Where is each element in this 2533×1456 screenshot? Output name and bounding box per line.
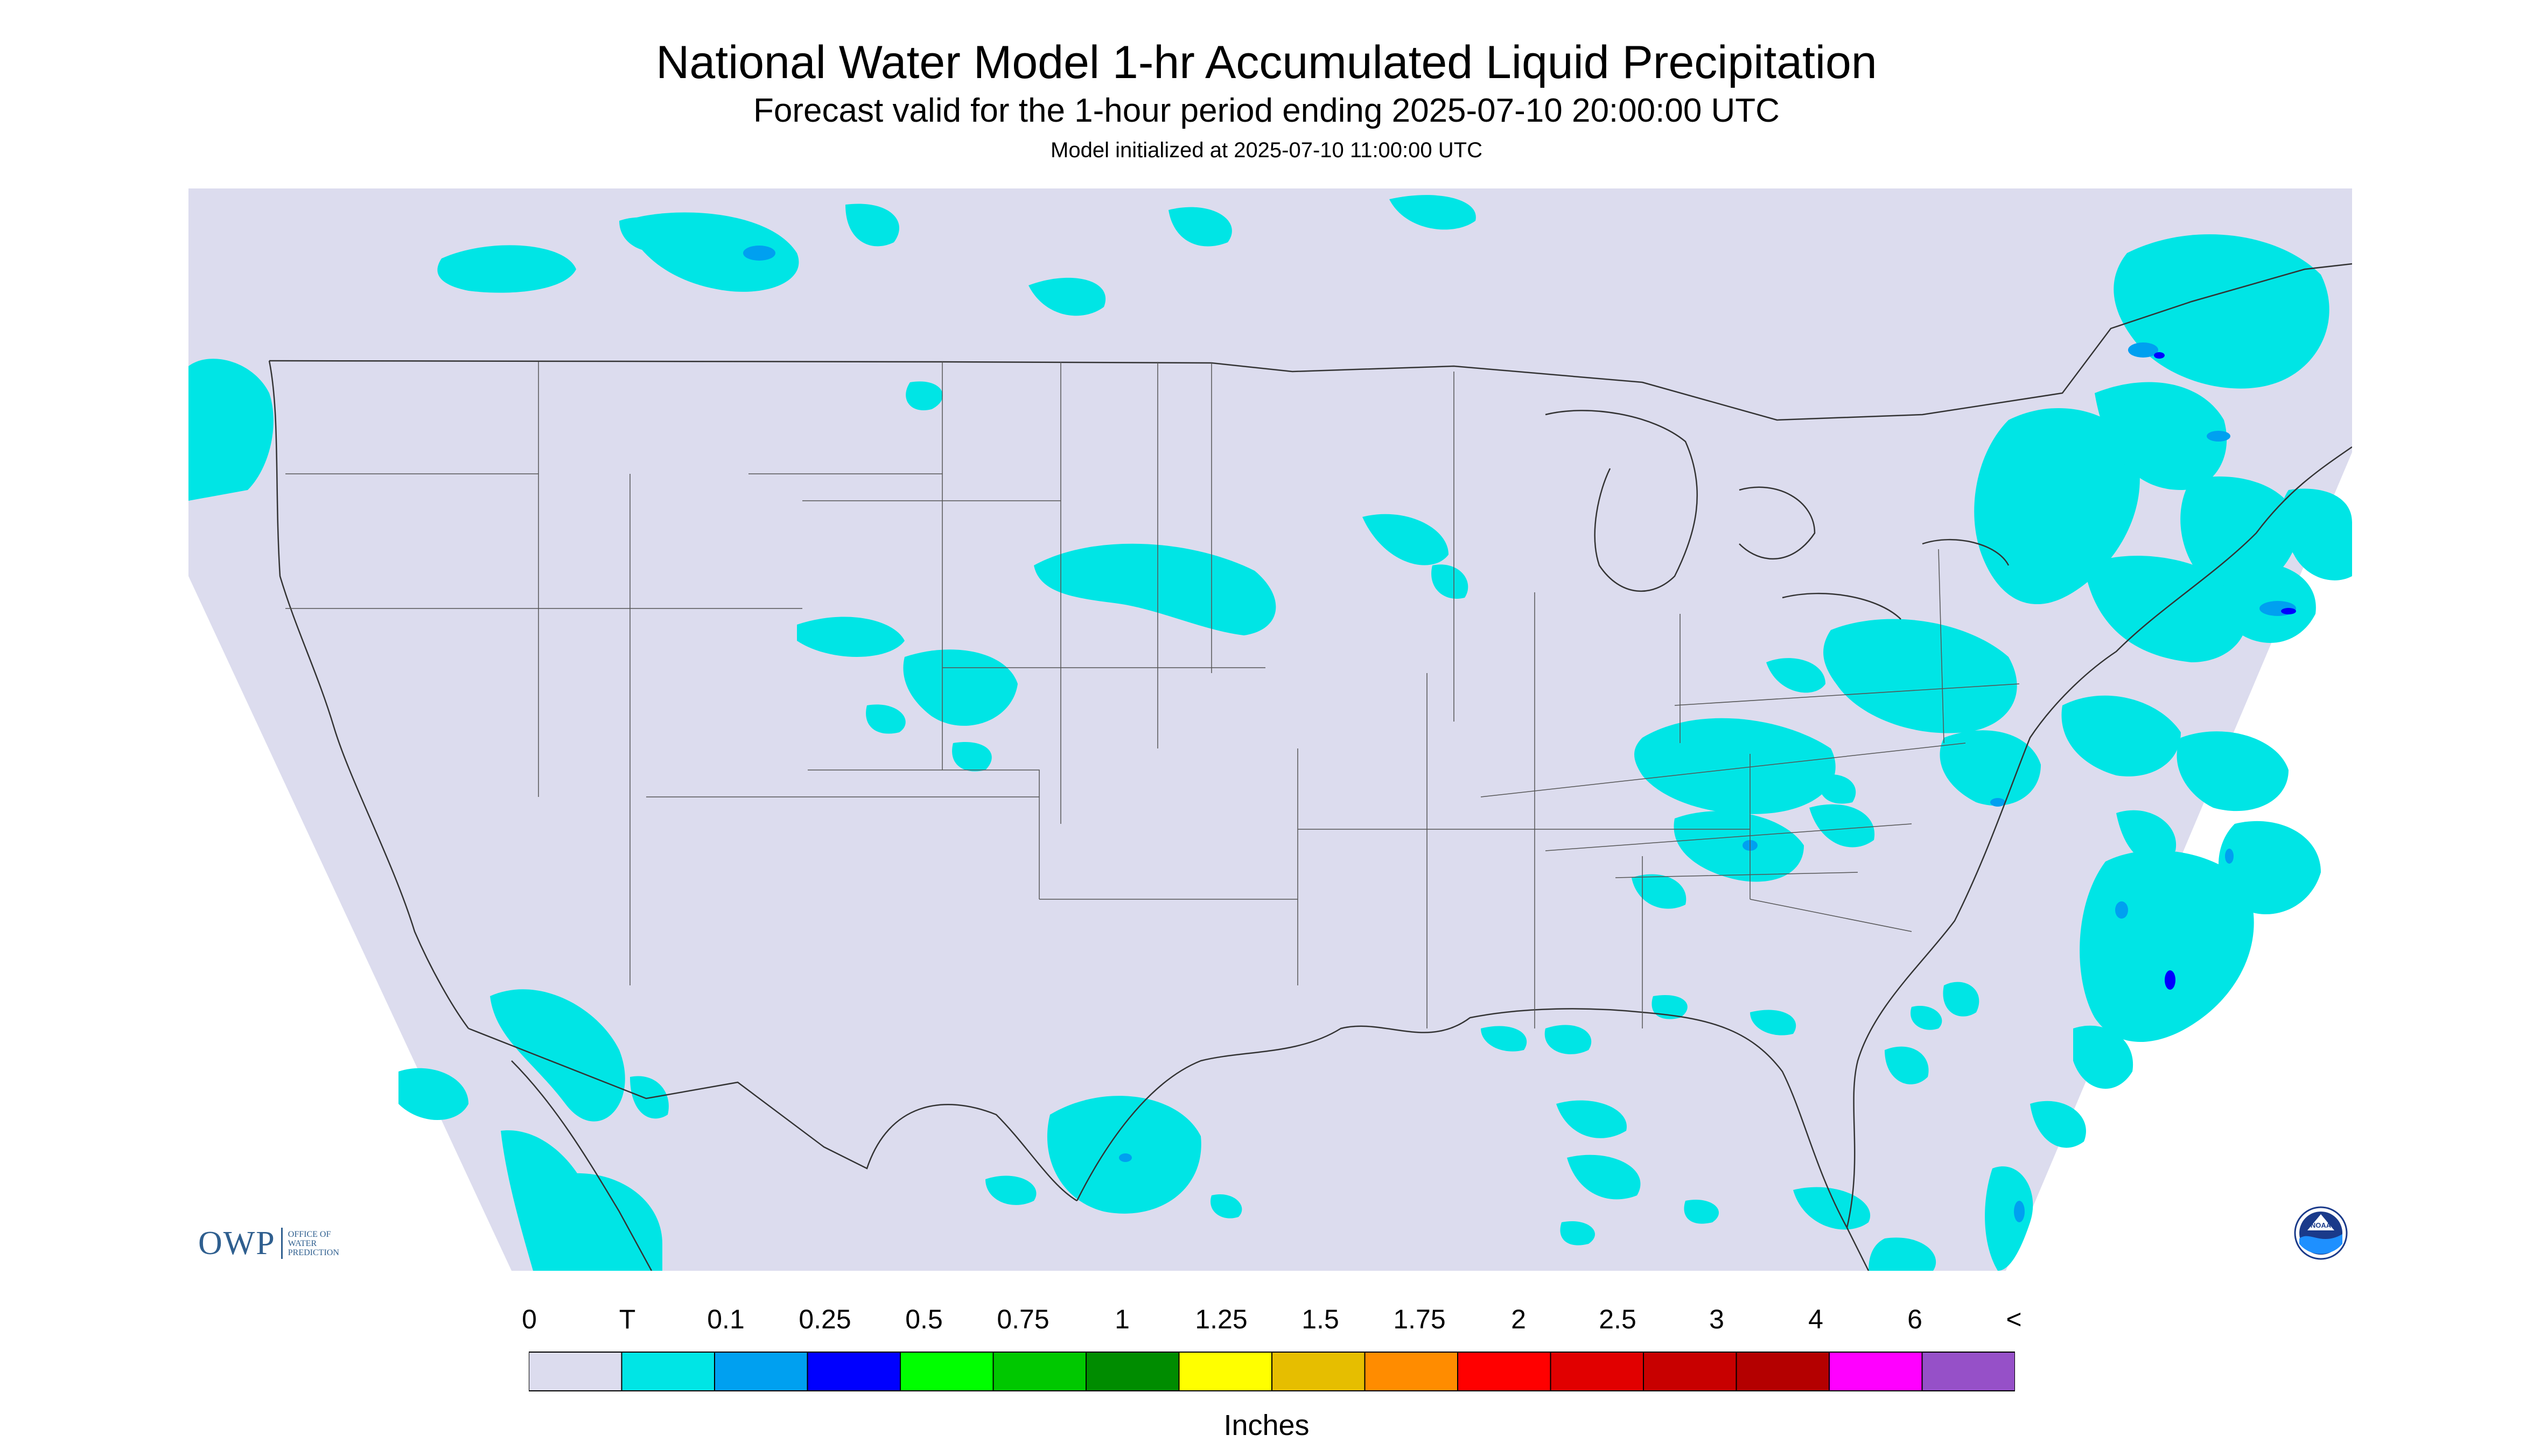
map-background: [188, 188, 2352, 1271]
legend-swatch-5: [992, 1352, 1087, 1391]
legend-swatch-10: [1457, 1352, 1551, 1391]
noaa-logo: NOAA: [2294, 1206, 2348, 1260]
legend-swatch-12: [1643, 1352, 1737, 1391]
legend-swatch-2: [714, 1352, 808, 1391]
legend-tick-12: 3: [1709, 1304, 1724, 1334]
owp-logo-line1: OFFICE OF: [288, 1229, 331, 1239]
legend-tick-3: 0.25: [799, 1304, 851, 1334]
legend-tick-10: 2: [1511, 1304, 1526, 1334]
legend-tick-8: 1.5: [1302, 1304, 1339, 1334]
precipitation-map: [188, 188, 2352, 1271]
legend-tick-6: 1: [1115, 1304, 1130, 1334]
mexico-coast: [511, 1060, 653, 1271]
great-lakes-outline: [1545, 410, 2010, 620]
legend-units: Inches: [1223, 1409, 1310, 1441]
legend-swatch-3: [807, 1352, 901, 1391]
legend-swatch-9: [1364, 1352, 1458, 1391]
east-coast: [1846, 446, 2352, 1228]
owp-logo-line2: WATER: [288, 1238, 317, 1248]
owp-logo-abbr: OWP: [198, 1224, 276, 1262]
precip-heavier-cores: [743, 246, 2296, 1222]
legend-swatch-11: [1550, 1352, 1644, 1391]
legend-swatch-8: [1271, 1352, 1366, 1391]
legend-tick-2: 0.1: [707, 1304, 745, 1334]
owp-logo-line3: PREDICTION: [288, 1248, 339, 1257]
legend-tick-0: 0: [522, 1304, 537, 1334]
legend-tick-7: 1.25: [1195, 1304, 1248, 1334]
owp-logo-text: OFFICE OF WATER PREDICTION: [288, 1230, 339, 1257]
legend-swatch-6: [1086, 1352, 1180, 1391]
legend-tick-13: 4: [1808, 1304, 1823, 1334]
legend-tick-5: 0.75: [997, 1304, 1049, 1334]
map-title: National Water Model 1-hr Accumulated Li…: [656, 37, 1877, 88]
legend-swatch-4: [900, 1352, 994, 1391]
west-coast: [268, 360, 470, 1029]
legend-swatch-14: [1829, 1352, 1923, 1391]
model-init-time: Model initialized at 2025-07-10 11:00:00…: [1051, 138, 1482, 162]
owp-logo: OWP OFFICE OF WATER PREDICTION: [198, 1224, 339, 1262]
legend-swatch-7: [1178, 1352, 1272, 1391]
color-legend: [529, 1352, 2015, 1391]
legend-swatch-13: [1736, 1352, 1830, 1391]
gulf-coast: [1076, 1008, 1870, 1271]
us-mexico-border: [468, 1027, 1077, 1202]
legend-swatch-1: [621, 1352, 715, 1391]
state-borders: [285, 362, 2020, 1028]
legend-tick-4: 0.5: [905, 1304, 943, 1334]
legend-tick-9: 1.75: [1393, 1304, 1446, 1334]
noaa-logo-text: NOAA: [2311, 1221, 2332, 1229]
legend-tick-15: <: [2006, 1304, 2022, 1334]
map-subtitle: Forecast valid for the 1-hour period end…: [753, 92, 1780, 129]
precip-trace-areas: [188, 195, 2352, 1271]
legend-tick-14: 6: [1907, 1304, 1922, 1334]
legend-swatch-15: [1921, 1352, 2015, 1391]
owp-logo-divider: [281, 1228, 283, 1259]
legend-tick-1: T: [619, 1304, 636, 1334]
legend-tick-11: 2.5: [1599, 1304, 1636, 1334]
legend-swatch-0: [529, 1352, 622, 1391]
